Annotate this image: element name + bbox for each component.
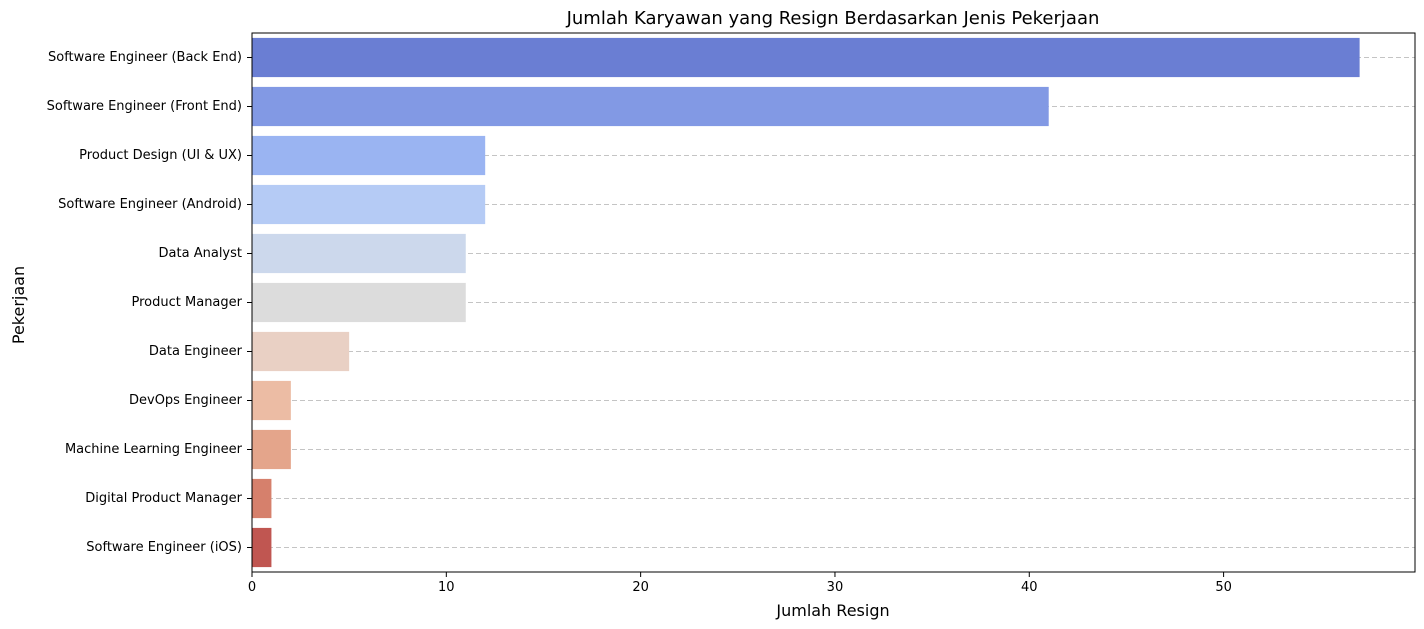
x-tick-label: 20 [632, 580, 649, 595]
bar [252, 282, 466, 323]
x-tick-label: 10 [438, 580, 455, 595]
y-tick-label: Data Engineer [149, 344, 243, 359]
bar [252, 331, 350, 372]
bar [252, 37, 1360, 78]
x-axis-ticks: 0 10 20 30 40 50 [248, 572, 1232, 595]
y-tick-label: Product Manager [132, 295, 243, 310]
bar [252, 429, 291, 470]
bar [252, 184, 486, 225]
bars [252, 37, 1360, 568]
bar [252, 478, 272, 519]
x-axis-title: Jumlah Resign [775, 601, 889, 620]
y-tick-label: Product Design (UI & UX) [79, 148, 242, 163]
bar [252, 233, 466, 274]
x-tick-label: 0 [248, 580, 256, 595]
y-axis-title: Pekerjaan [9, 266, 28, 344]
y-axis-tick-labels: Software Engineer (Back End) Software Eng… [47, 50, 252, 555]
y-tick-label: Software Engineer (Back End) [48, 50, 242, 65]
bar [252, 135, 486, 176]
y-tick-label: Software Engineer (Front End) [47, 99, 242, 114]
x-tick-label: 30 [827, 580, 844, 595]
y-tick-label: Data Analyst [159, 246, 242, 261]
bar [252, 86, 1049, 127]
x-tick-label: 40 [1021, 580, 1038, 595]
plot-frame [251, 32, 1416, 573]
y-tick-label: DevOps Engineer [129, 393, 243, 408]
bar [252, 527, 272, 568]
x-tick-label: 50 [1215, 580, 1232, 595]
y-tick-label: Machine Learning Engineer [65, 442, 243, 457]
chart-title: Jumlah Karyawan yang Resign Berdasarkan … [566, 8, 1100, 29]
y-tick-label: Digital Product Manager [85, 491, 242, 506]
bar [252, 380, 291, 421]
y-tick-label: Software Engineer (iOS) [86, 540, 242, 555]
y-tick-label: Software Engineer (Android) [58, 197, 242, 212]
